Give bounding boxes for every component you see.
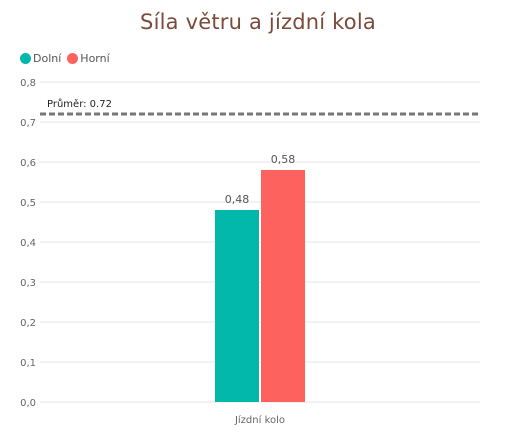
bar[interactable] bbox=[261, 170, 305, 402]
data-label: 0,58 bbox=[271, 153, 296, 166]
legend-swatch-dolni bbox=[20, 53, 31, 64]
y-tick-label: 0,3 bbox=[20, 278, 36, 289]
chart-title: Síla větru a jízdní kola bbox=[140, 10, 376, 34]
average-line-label: Průměr: 0.72 bbox=[47, 98, 112, 110]
legend-swatch-horni bbox=[67, 53, 79, 64]
y-tick-label: 0,7 bbox=[20, 118, 36, 129]
y-tick-label: 0,8 bbox=[20, 78, 36, 89]
y-tick-label: 0,1 bbox=[20, 358, 36, 369]
data-label: 0,48 bbox=[225, 193, 250, 206]
bar[interactable] bbox=[215, 210, 259, 402]
y-tick-label: 0,6 bbox=[20, 158, 36, 169]
y-tick-label: 0,2 bbox=[20, 318, 36, 329]
x-category-label: Jízdní kolo bbox=[234, 414, 285, 426]
y-tick-label: 0,5 bbox=[20, 198, 36, 209]
y-tick-label: 0,4 bbox=[20, 238, 36, 249]
legend-label-horni: Horní bbox=[80, 52, 110, 65]
legend: Dolní Horní bbox=[20, 52, 116, 65]
legend-label-dolni: Dolní bbox=[33, 52, 62, 65]
legend-item-horni[interactable]: Horní bbox=[67, 52, 110, 65]
legend-item-dolni[interactable]: Dolní bbox=[20, 52, 61, 65]
y-tick-label: 0,0 bbox=[20, 398, 36, 409]
